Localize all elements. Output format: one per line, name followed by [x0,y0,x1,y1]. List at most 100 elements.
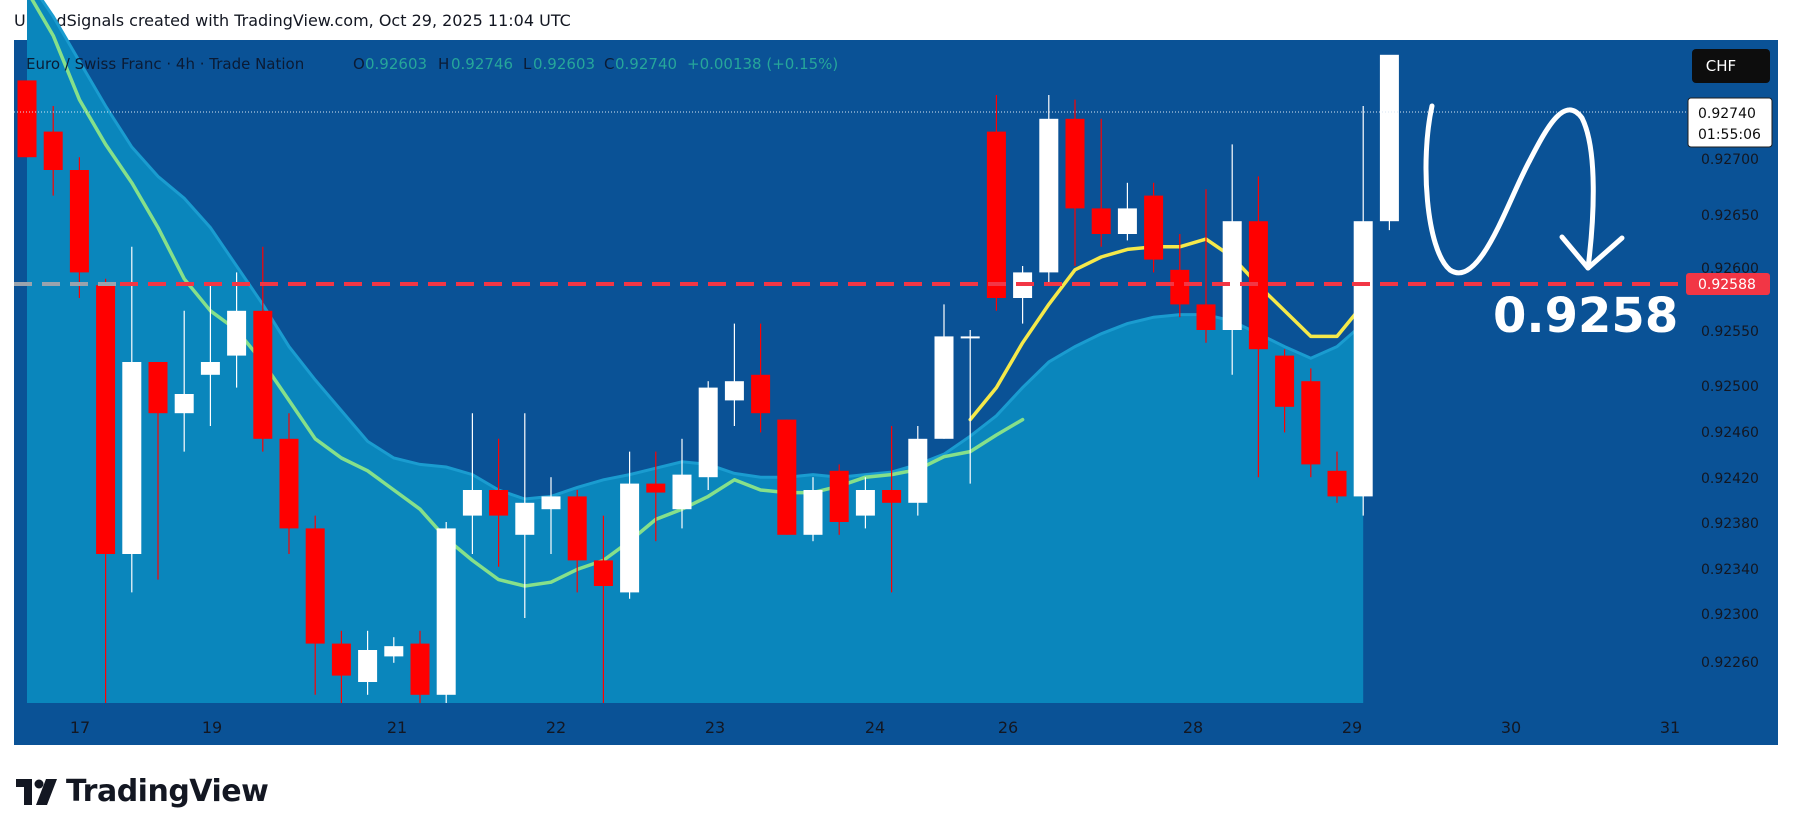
candle[interactable] [279,413,299,554]
candles[interactable] [17,54,1399,703]
candle[interactable] [1275,349,1295,433]
candle-body [1327,470,1347,497]
candle-body [1301,381,1321,465]
candle[interactable] [646,451,666,542]
candle[interactable] [253,246,273,452]
candle[interactable] [384,637,404,663]
candle[interactable] [593,515,613,703]
candle[interactable] [1196,189,1216,343]
candle-body [489,490,509,516]
candle[interactable] [462,413,482,554]
candle[interactable] [1327,451,1347,503]
candle[interactable] [69,157,89,298]
candle[interactable] [751,323,771,433]
legend-open-label: O [353,55,365,73]
candle-body [331,643,351,676]
x-tick-label: 31 [1660,718,1680,737]
price-tag-value: 0.92740 [1698,106,1756,122]
candle-body [646,483,666,493]
candle[interactable] [567,490,587,593]
candle[interactable] [855,477,875,529]
candle[interactable] [148,362,168,580]
candle[interactable] [436,522,456,703]
tradingview-logo-text: TradingView [66,774,269,809]
candle[interactable] [1248,176,1268,478]
candle[interactable] [1144,182,1164,273]
candle[interactable] [1379,54,1399,231]
candle[interactable] [174,310,194,452]
candle[interactable] [829,464,849,535]
currency-badge[interactable] [1692,49,1770,83]
candle[interactable] [96,278,116,703]
candle[interactable] [305,515,325,695]
candle-body [122,362,142,554]
candle[interactable] [803,477,823,542]
y-tick-label: 0.92700 [1701,152,1759,168]
candle[interactable] [934,304,954,439]
candle[interactable] [908,426,928,516]
candle[interactable] [331,630,351,703]
candle-body [43,131,63,170]
candle[interactable] [1117,182,1137,241]
candle-body [698,387,718,478]
candle-body [908,438,928,503]
y-tick-label: 0.92500 [1701,379,1759,395]
candle[interactable] [777,419,797,535]
candle[interactable] [489,438,509,567]
candle-body [1065,118,1085,209]
projection-arrow-head [1559,234,1625,271]
candle[interactable] [1301,368,1321,478]
y-tick-label: 0.92380 [1701,516,1759,532]
candle[interactable] [515,413,535,618]
candle[interactable] [960,330,980,484]
candle-body [436,528,456,695]
legend-high-label: H [438,55,449,73]
ma-yellow-line [968,237,1365,422]
currency-badge-label: CHF [1706,57,1736,75]
candle-body [253,310,273,439]
x-tick-label: 30 [1501,718,1521,737]
candle[interactable] [986,95,1006,311]
candle[interactable] [1091,118,1111,247]
candle[interactable] [1222,144,1242,375]
candle[interactable] [200,285,220,426]
candle[interactable] [698,381,718,490]
candle[interactable] [17,80,37,158]
candle[interactable] [724,323,744,426]
target-price-annotation: 0.9258 [1493,288,1678,344]
y-tick-label: 0.92650 [1701,208,1759,224]
candle-body [1275,355,1295,407]
candle-body [1039,118,1059,273]
candle-body [672,474,692,510]
candle-body [751,374,771,414]
x-tick-label: 24 [865,718,885,737]
candle[interactable] [43,106,63,196]
candle-body [305,528,325,644]
candle[interactable] [672,438,692,529]
candle[interactable] [122,246,142,593]
candle[interactable] [541,477,561,554]
y-tick-label: 0.92260 [1701,655,1759,671]
candle-body [960,336,980,339]
x-tick-label: 22 [546,718,566,737]
candle-body [1144,195,1164,260]
candle[interactable] [1039,95,1059,286]
x-tick-label: 28 [1183,718,1203,737]
candle[interactable] [882,426,902,593]
tradingview-logo[interactable]: TradingView [16,774,269,809]
candle-body [174,394,194,414]
candle[interactable] [410,630,430,703]
candle[interactable] [227,272,247,388]
legend-high-value: 0.92746 [451,55,513,73]
candle-body [620,483,640,593]
candle[interactable] [358,630,378,695]
candle-body [882,490,902,503]
candle[interactable] [1170,234,1190,318]
candle-body [541,496,561,510]
candle-body [724,381,744,401]
candle[interactable] [1065,99,1085,266]
cloud-fill [27,0,1364,703]
candle[interactable] [1353,106,1373,516]
candle[interactable] [620,451,640,599]
